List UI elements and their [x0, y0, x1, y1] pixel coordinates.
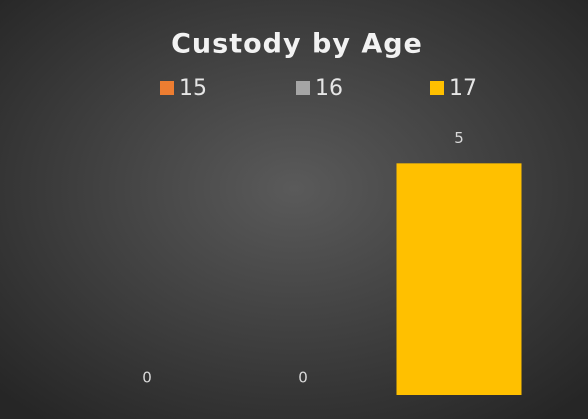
- data-label: 5: [454, 129, 464, 147]
- legend-swatch: [160, 81, 174, 95]
- chart-title: Custody by Age: [171, 29, 423, 60]
- legend-label: 16: [315, 76, 343, 101]
- data-label: 0: [142, 369, 152, 387]
- bar: [396, 163, 522, 395]
- legend-label: 15: [179, 76, 207, 101]
- data-label: 0: [298, 369, 308, 387]
- legend-swatch: [296, 81, 310, 95]
- legend-label: 17: [449, 76, 477, 101]
- legend-swatch: [430, 81, 444, 95]
